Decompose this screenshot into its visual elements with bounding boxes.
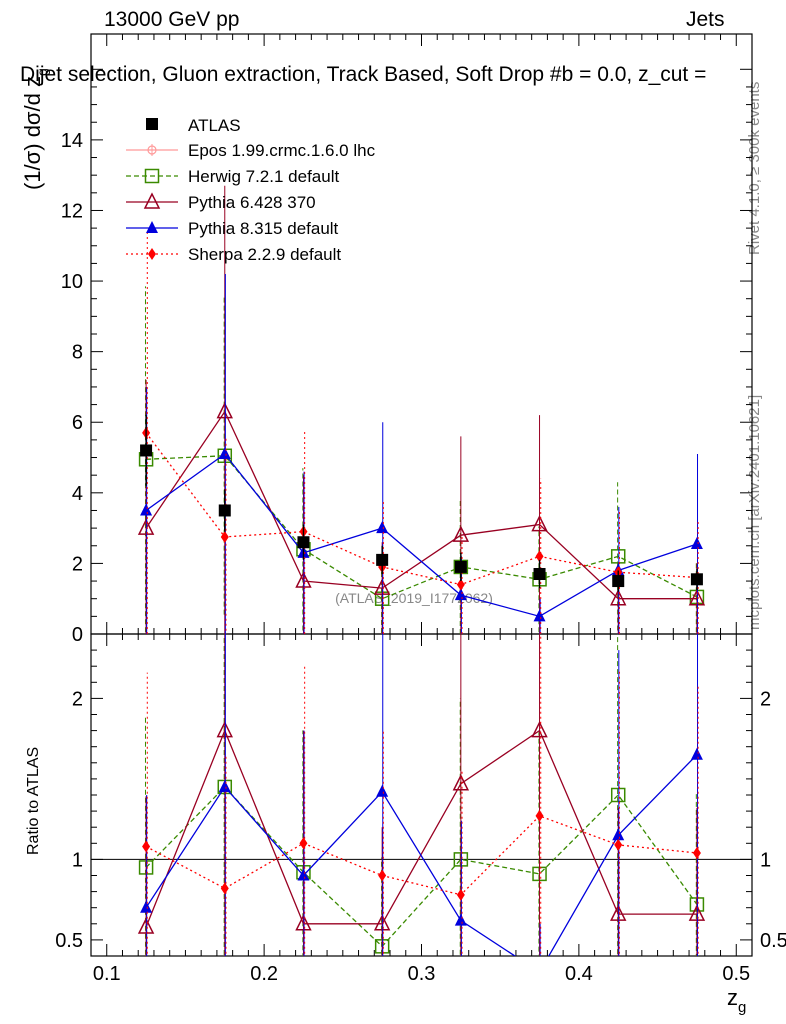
atlas-data-point	[376, 553, 389, 566]
atlas-data-point	[612, 575, 625, 588]
atlas-data-point	[297, 536, 310, 549]
y-tick-label-ratio-right: 2	[760, 688, 771, 710]
point-sherpa-4	[535, 550, 544, 563]
point-pythia-3	[454, 588, 467, 601]
atlas-data-point	[690, 573, 703, 586]
ratio-panel-frame	[90, 633, 753, 957]
ratio-point-pythia-2	[531, 720, 548, 738]
ratio-point-pythia-3	[454, 913, 467, 926]
ratio-point-pythia-2	[373, 914, 391, 931]
ratio-point-pythia-3	[690, 747, 703, 760]
legend-label: Epos 1.99.crmc.1.6.0 lhc	[188, 141, 376, 160]
ratio-point-sherpa-4	[535, 809, 544, 822]
ratio-point-pythia-3	[140, 900, 153, 913]
point-pythia-2	[688, 589, 706, 606]
point-pythia-3	[376, 521, 389, 534]
legend-label: Sherpa 2.2.9 default	[188, 245, 341, 264]
ratio-point-pythia-3	[297, 868, 310, 881]
ratio-line-herwig-1	[145, 786, 698, 948]
ratio-point-pythia-2	[452, 774, 470, 791]
ratio-panel-plot-area	[137, 634, 706, 977]
legend-marker	[146, 144, 158, 156]
ratio-point-pythia-3	[534, 965, 546, 977]
point-pythia-3	[140, 503, 153, 516]
y-axis-label-ratio: Ratio to ATLAS	[25, 747, 42, 855]
plot-title: Dijet selection, Gluon extraction, Track…	[20, 63, 707, 86]
ratio-point-pythia-2	[610, 904, 627, 921]
y-tick-label-ratio-right: 0.5	[760, 930, 786, 952]
point-pythia-2	[295, 571, 312, 588]
collision-energy-label: 13000 GeV pp	[104, 8, 240, 31]
point-pythia-2	[373, 578, 391, 595]
atlas-data-point	[140, 444, 153, 457]
ratio-point-sherpa-4	[378, 869, 387, 882]
point-sherpa-4	[456, 578, 465, 591]
y-tick-label-main: 0	[72, 624, 83, 646]
ratio-point-pythia-3	[218, 779, 231, 792]
x-tick-label: 0.5	[722, 963, 750, 985]
ratio-point-pythia-2	[295, 914, 312, 931]
y-tick-label-main: 8	[72, 342, 83, 364]
ratio-point-pythia-2	[137, 917, 155, 934]
y-tick-label-main: 10	[61, 271, 83, 293]
main-panel-plot-area	[137, 185, 706, 634]
x-tick-label: 0.3	[408, 963, 436, 985]
ratio-point-sherpa-4	[299, 837, 308, 850]
y-tick-label-ratio: 1	[72, 849, 83, 871]
x-tick-label: 0.4	[565, 963, 593, 985]
legend-marker	[148, 248, 156, 260]
point-sherpa-4	[220, 530, 229, 543]
ratio-line-sherpa-4	[145, 815, 697, 896]
y-tick-label-main: 12	[61, 200, 83, 222]
ratio-point-pythia-2	[688, 904, 706, 921]
y-tick-label-main: 2	[72, 553, 83, 575]
legend-label: Pythia 8.315 default	[188, 219, 339, 238]
atlas-data-point	[533, 568, 546, 580]
ratio-line-pythia-3	[145, 754, 698, 956]
y-tick-label-ratio-right: 1	[760, 849, 771, 871]
ratio-point-pythia-3	[612, 828, 625, 841]
ratio-point-herwig-1	[610, 787, 626, 803]
y-tick-label-ratio: 2	[72, 688, 83, 710]
ratio-line-pythia-2	[145, 728, 697, 928]
point-pythia-3	[690, 537, 703, 549]
series-line-sherpa-4	[145, 432, 697, 586]
legend-marker	[144, 168, 160, 184]
point-pythia-2	[216, 401, 233, 419]
y-axis-label-main: (1/σ) dσ/d zg	[20, 68, 50, 190]
legend-label: Pythia 6.428 370	[188, 193, 316, 212]
ratio-point-sherpa-4	[614, 838, 623, 851]
point-pythia-3	[218, 447, 231, 459]
ratio-point-sherpa-4	[456, 888, 465, 901]
atlas-data-point	[454, 560, 467, 573]
point-pythia-2	[452, 525, 470, 542]
legend-label: Herwig 7.2.1 default	[188, 167, 339, 186]
y-tick-label-main: 6	[72, 412, 83, 434]
process-label: Jets	[686, 8, 725, 31]
point-pythia-2	[531, 514, 548, 532]
y-tick-label-main: 4	[72, 483, 83, 505]
legend-label-atlas: ATLAS	[188, 116, 241, 135]
atlas-data-point	[218, 504, 231, 517]
legend-marker	[146, 221, 158, 233]
ratio-point-sherpa-4	[692, 846, 701, 859]
legend-marker	[143, 192, 161, 209]
x-tick-label: 0.2	[250, 963, 278, 985]
y-tick-label-ratio: 0.5	[55, 930, 83, 952]
ratio-point-sherpa-4	[142, 840, 151, 853]
point-pythia-2	[610, 589, 627, 606]
y-tick-label-main: 14	[61, 130, 83, 152]
ratio-point-sherpa-4	[220, 882, 229, 895]
point-pythia-3	[533, 609, 546, 622]
x-axis-label: zg	[727, 985, 746, 1016]
series-line-pythia-3	[145, 453, 698, 618]
legend-marker-atlas	[146, 118, 158, 130]
ratio-point-pythia-3	[376, 784, 389, 797]
point-herwig-1	[610, 549, 626, 564]
point-pythia-2	[137, 518, 155, 535]
ratio-point-pythia-2	[216, 720, 233, 738]
x-tick-label: 0.1	[93, 963, 121, 985]
